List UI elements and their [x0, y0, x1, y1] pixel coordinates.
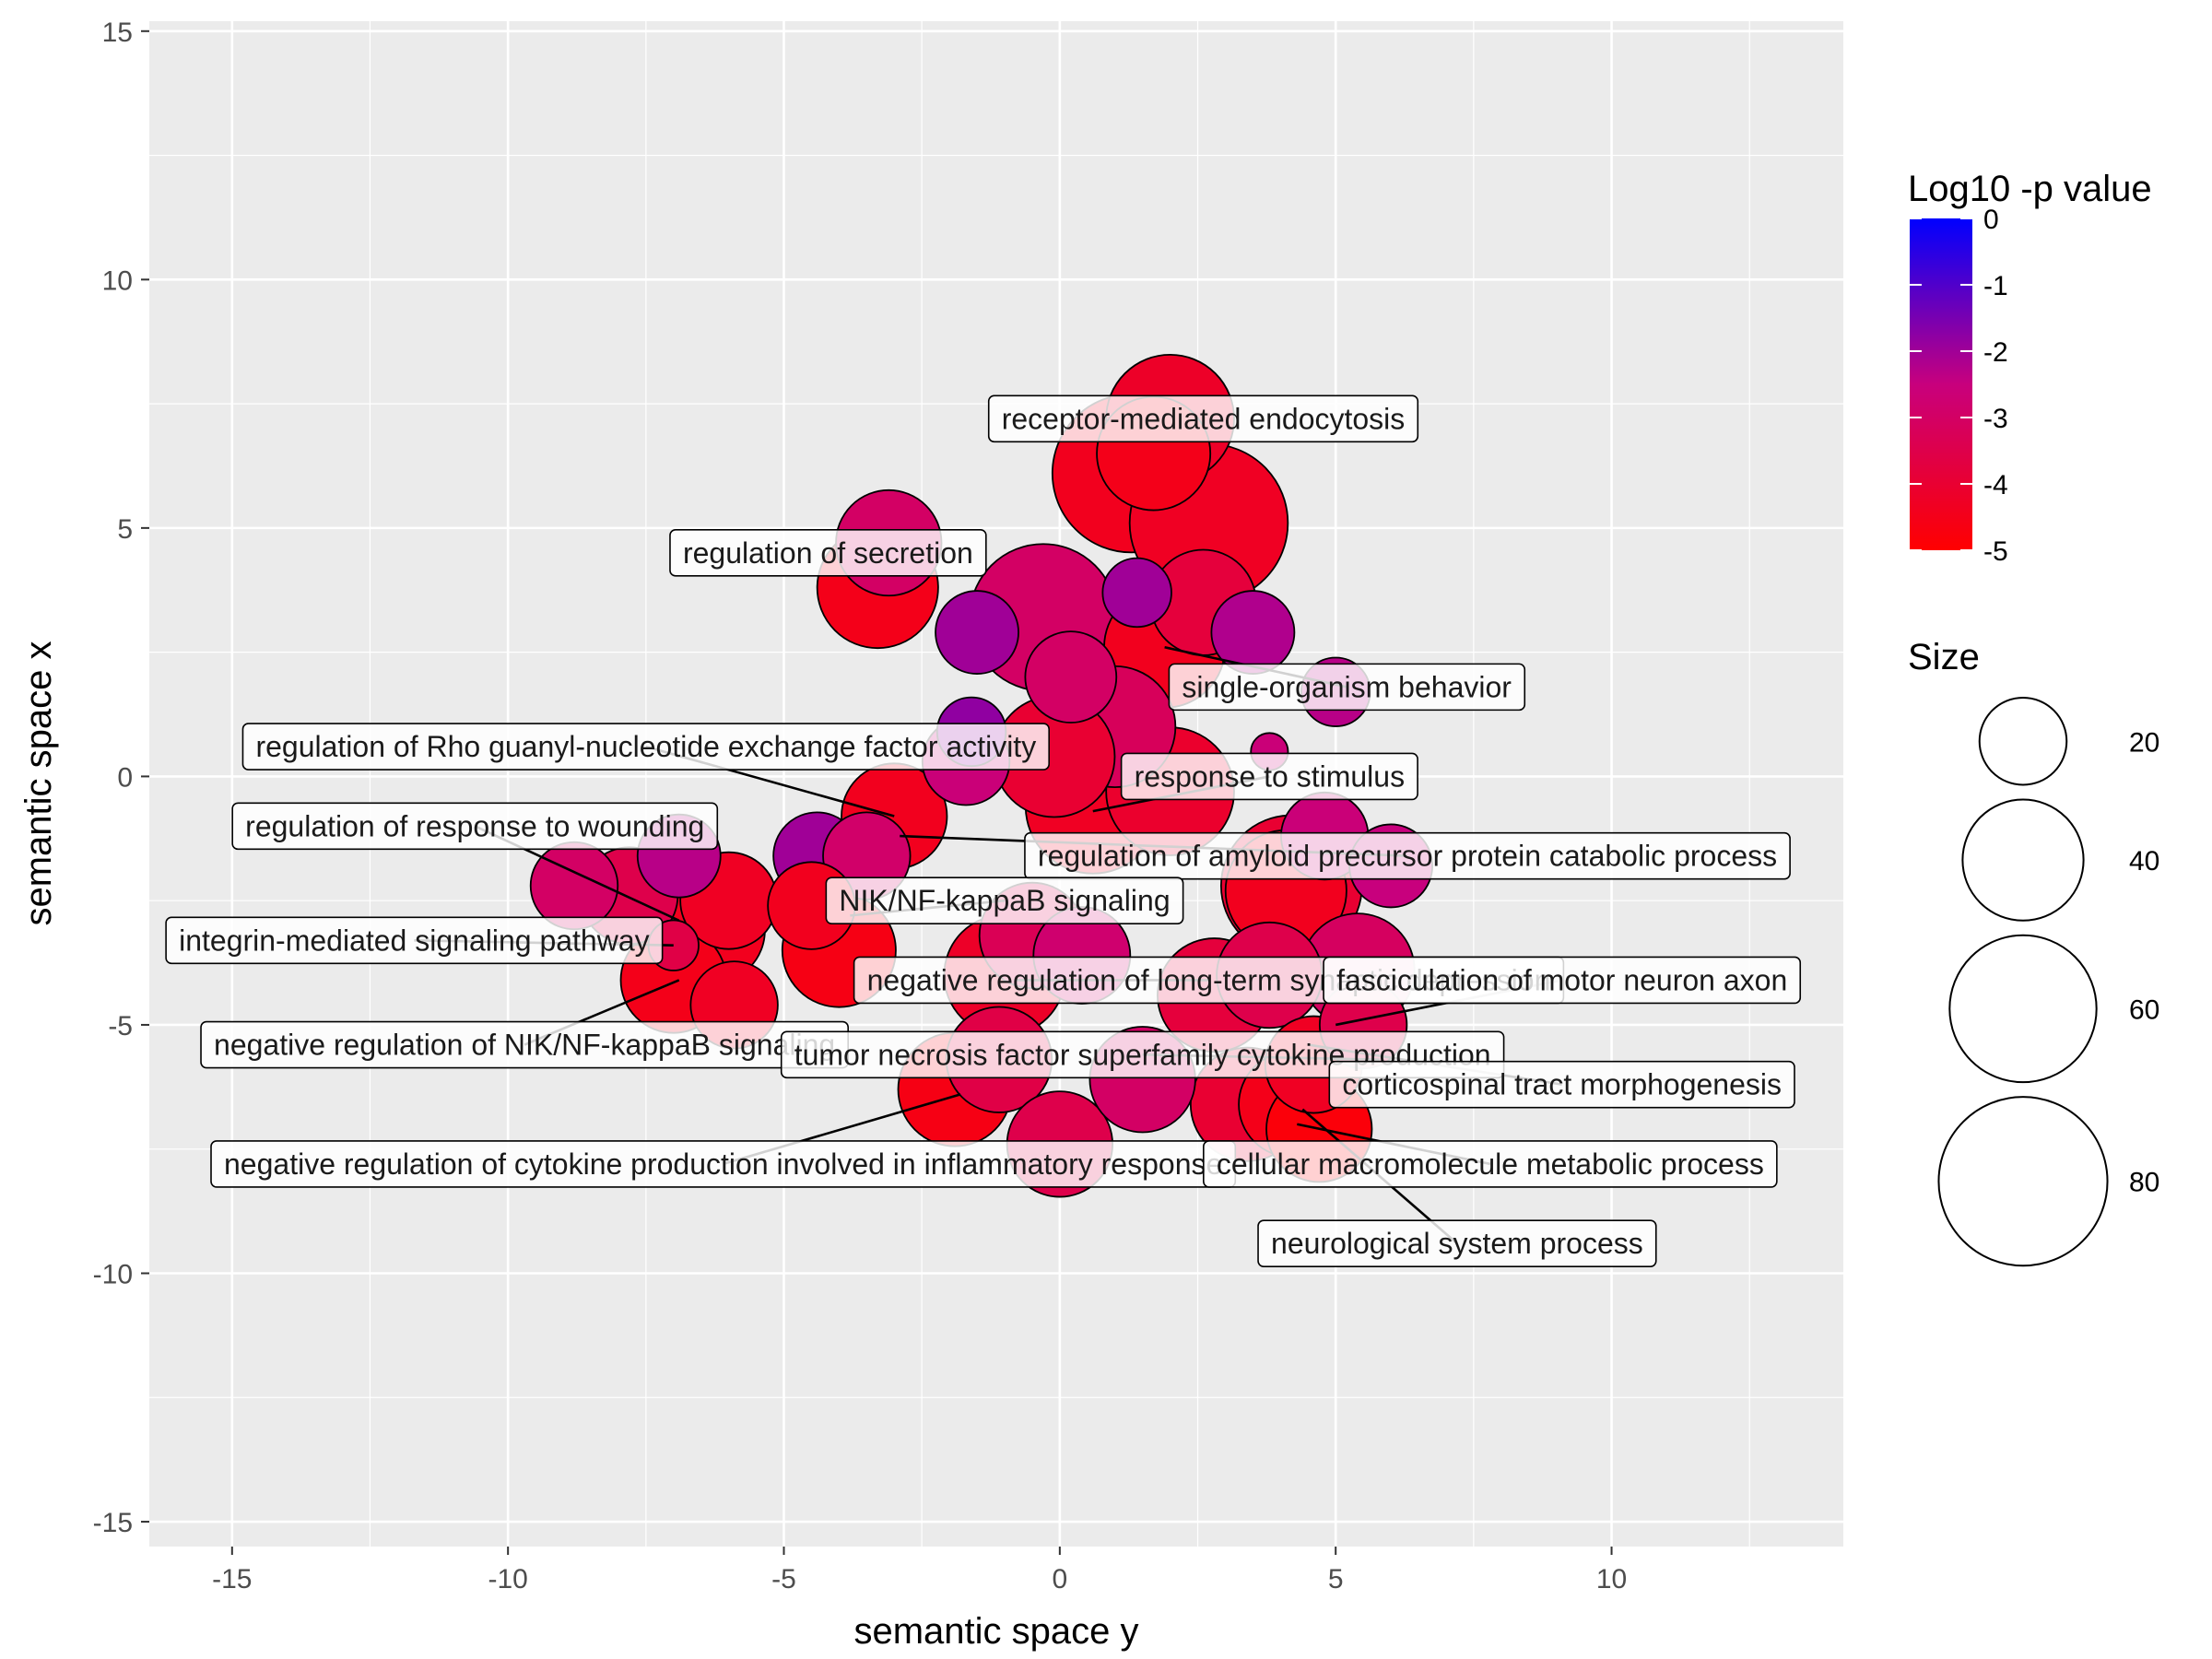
colorbar-tick-label: -1	[1983, 271, 2008, 301]
size-legend-circle	[1948, 934, 2098, 1084]
term-label: fasciculation of motor neuron axon	[1323, 956, 1802, 1005]
term-label: regulation of response to wounding	[231, 802, 719, 851]
term-label: response to stimulus	[1120, 752, 1418, 801]
term-label-box	[165, 916, 664, 965]
term-label-text: single-organism behavior	[1182, 670, 1512, 703]
bubble	[1024, 630, 1118, 724]
term-label-box	[780, 1030, 1505, 1079]
term-label: receptor-mediated endocytosis	[987, 394, 1419, 443]
term-label-box	[669, 529, 987, 577]
term-label-text: negative regulation of cytokine producti…	[224, 1147, 1222, 1181]
size-legend-keys: 20 40 60 80	[1937, 697, 2159, 1267]
term-label: corticospinal tract morphogenesis	[1328, 1060, 1795, 1109]
term-label-text: response to stimulus	[1135, 759, 1405, 793]
size-legend-label: 40	[2129, 846, 2159, 877]
term-label: neurological system process	[1257, 1219, 1657, 1267]
colorbar-ticks: 0 -1 -2 -3 -4 -5	[1910, 205, 2008, 567]
size-legend-title: Size	[1908, 637, 1980, 677]
term-label: NIK/NF-kappaB signaling	[825, 877, 1184, 924]
term-label: integrin-mediated signaling pathway	[165, 916, 664, 965]
term-label-box	[1328, 1060, 1795, 1109]
bubble	[935, 590, 1019, 675]
size-legend-label: 80	[2129, 1168, 2159, 1198]
y-tick-label: -10	[93, 1260, 133, 1290]
x-axis: -15 -10 -5 0 5 10	[212, 1547, 1627, 1594]
x-tick-label: 5	[1328, 1564, 1344, 1594]
x-tick-label: -5	[771, 1564, 796, 1594]
term-label: cellular macromolecule metabolic process	[1203, 1140, 1778, 1188]
term-label-box	[1168, 663, 1526, 712]
y-tick-label: -15	[93, 1508, 133, 1538]
term-label-text: negative regulation of NIK/NF-kappaB sig…	[214, 1029, 835, 1062]
colorbar-tick-label: -2	[1983, 337, 2008, 368]
y-tick-label: 5	[117, 514, 133, 545]
term-label-box	[231, 802, 719, 851]
term-label-text: corticospinal tract morphogenesis	[1342, 1068, 1782, 1101]
y-tick-label: 15	[102, 18, 133, 48]
term-label-box	[1024, 831, 1791, 880]
term-label-text: regulation of response to wounding	[245, 809, 704, 842]
term-label: regulation of Rho guanyl-nucleotide exch…	[241, 723, 1050, 771]
term-label-box	[1120, 752, 1418, 801]
term-label-text: cellular macromolecule metabolic process	[1217, 1147, 1764, 1181]
size-legend-label: 60	[2129, 994, 2159, 1025]
term-label: single-organism behavior	[1168, 663, 1526, 712]
y-tick-label: -5	[108, 1011, 133, 1041]
color-legend: Log10 -p value 0 -1 -2 -3 -4 -5	[1908, 169, 2152, 567]
term-label-text: regulation of Rho guanyl-nucleotide exch…	[255, 730, 1036, 763]
x-tick-label: 0	[1053, 1564, 1068, 1594]
colorbar	[1910, 218, 1972, 550]
y-tick-label: 0	[117, 762, 133, 793]
term-label: negative regulation of cytokine producti…	[210, 1140, 1237, 1188]
term-label-box	[1323, 956, 1802, 1005]
x-tick-label: -15	[212, 1564, 252, 1594]
colorbar-tick-label: -5	[1983, 536, 2008, 567]
term-label: negative regulation of NIK/NF-kappaB sig…	[200, 1020, 849, 1069]
term-label-box	[241, 723, 1050, 771]
x-tick-label: -10	[488, 1564, 527, 1594]
y-axis-title: semantic space x	[18, 641, 59, 925]
bubble	[1101, 557, 1172, 629]
term-label-box	[1203, 1140, 1778, 1188]
x-tick-label: 10	[1596, 1564, 1627, 1594]
size-legend-circle	[1978, 697, 2068, 786]
term-label-text: integrin-mediated signaling pathway	[179, 924, 650, 957]
size-legend-label: 20	[2129, 727, 2159, 758]
term-label: regulation of secretion	[669, 529, 987, 577]
term-label-box	[1257, 1219, 1657, 1267]
term-label-box	[825, 877, 1184, 924]
color-legend-title: Log10 -p value	[1908, 169, 2152, 209]
x-axis-title: semantic space y	[853, 1611, 1138, 1652]
term-label-text: NIK/NF-kappaB signaling	[839, 884, 1170, 917]
y-axis: -15 -10 -5 0 5 10 15	[93, 18, 149, 1538]
term-label: tumor necrosis factor superfamily cytoki…	[780, 1030, 1505, 1079]
term-label-box	[987, 394, 1419, 443]
term-label-text: fasciculation of motor neuron axon	[1336, 963, 1787, 996]
term-labels: receptor-mediated endocytosis regulation …	[165, 394, 1802, 1267]
term-label-text: regulation of amyloid precursor protein …	[1038, 840, 1777, 873]
colorbar-tick-label: -4	[1983, 470, 2008, 500]
colorbar-tick-label: 0	[1983, 205, 1999, 235]
size-legend-circle	[1961, 798, 2085, 922]
size-legend: Size 20 40 60 80	[1908, 637, 2159, 1267]
colorbar-tick-label: -3	[1983, 404, 2008, 434]
term-label-text: regulation of secretion	[683, 536, 973, 570]
term-label-text: neurological system process	[1271, 1227, 1643, 1260]
y-tick-label: 10	[102, 265, 133, 296]
term-label-text: receptor-mediated endocytosis	[1002, 402, 1406, 435]
size-legend-circle	[1937, 1096, 2109, 1267]
term-label: regulation of amyloid precursor protein …	[1024, 831, 1791, 880]
